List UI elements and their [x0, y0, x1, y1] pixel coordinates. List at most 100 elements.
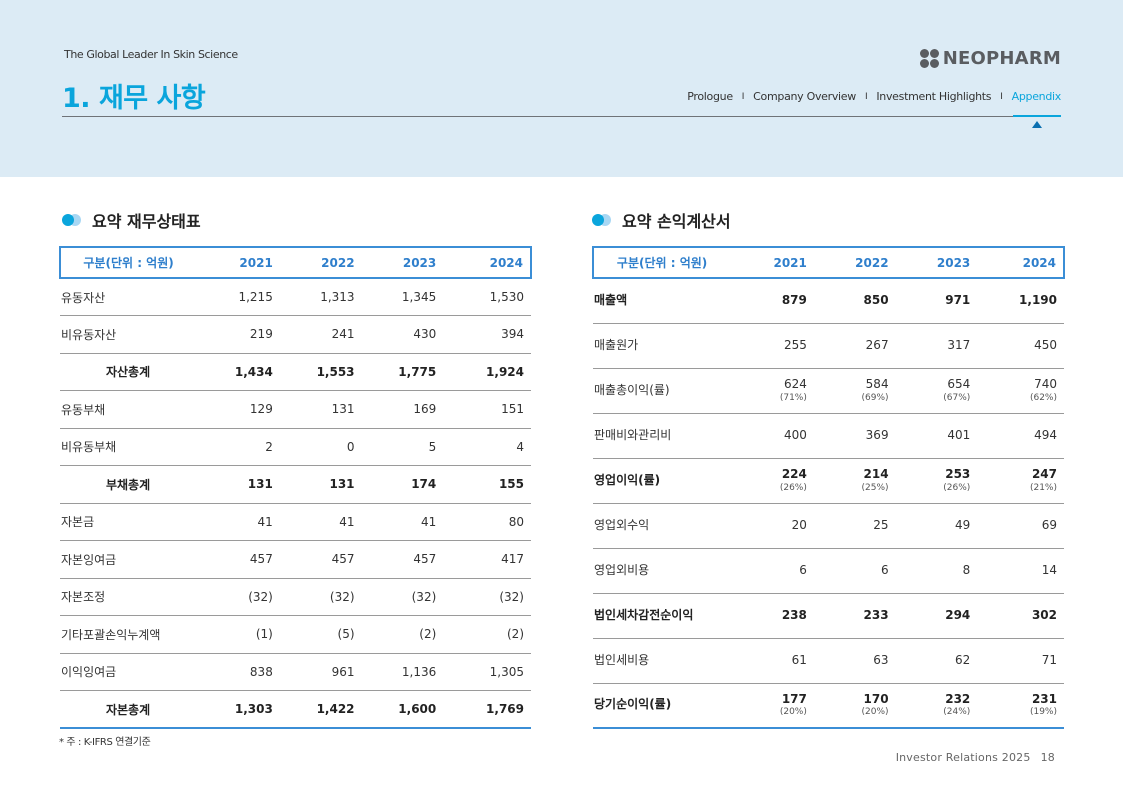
row-label: 영업외비용: [593, 548, 731, 594]
cell-amount: (32): [248, 589, 273, 604]
cell-amount: 247: [1031, 466, 1057, 481]
cell-value: 879: [730, 278, 814, 324]
row-label: 자본금: [60, 503, 197, 541]
cell-value: 80: [443, 503, 531, 541]
cell-value: 971: [895, 278, 978, 324]
cell-amount: (1): [255, 627, 273, 642]
footnote: * 주 : K-IFRS 연결기준: [59, 737, 151, 748]
cell-value: 151: [443, 390, 531, 429]
cell-margin-pct: (26%): [779, 482, 807, 493]
cell-value: 457: [361, 540, 444, 579]
cell-value: (5): [279, 615, 362, 654]
cell-value: 231 (19%): [977, 683, 1064, 729]
table-row: 자본총계 1,303 1,422 1,600 1,769: [60, 690, 531, 729]
cell-value: 1,313: [279, 278, 362, 316]
cell-amount: (32): [329, 589, 355, 604]
table-row: 부채총계 131 131 174 155: [60, 465, 531, 504]
cell-amount: 450: [1034, 337, 1057, 352]
table-row: 매출총이익(률) 624 (71%) 584 (69%) 654 (67%) 740 (62%): [593, 368, 1064, 414]
section-bullet-icon: [592, 214, 611, 226]
cell-amount: 231: [1031, 691, 1057, 706]
cell-amount: 5: [428, 439, 437, 454]
cell-value: (32): [196, 578, 280, 616]
cell-amount: 155: [498, 477, 524, 492]
cell-amount: 1,345: [401, 290, 437, 304]
nav-investment-highlights[interactable]: Investment Highlights: [876, 90, 992, 103]
nav-appendix[interactable]: Appendix: [1011, 90, 1062, 103]
cell-value: 131: [196, 465, 280, 504]
cell-value: 224 (26%): [730, 458, 814, 504]
table-row: 이익잉여금 838 961 1,136 1,305: [60, 653, 531, 691]
cell-amount: 1,553: [316, 364, 355, 379]
cell-value: 654 (67%): [895, 368, 978, 414]
cell-value: 247 (21%): [977, 458, 1064, 504]
cell-value: 740 (62%): [977, 368, 1064, 414]
cell-amount: 61: [791, 652, 807, 667]
cell-value: 1,769: [443, 690, 531, 729]
cell-amount: (2): [419, 627, 437, 642]
cell-value: 232 (24%): [895, 683, 978, 729]
cell-value: 302: [977, 593, 1064, 639]
cell-amount: 151: [501, 402, 524, 417]
cell-amount: 4: [516, 439, 524, 454]
row-label: 자본총계: [60, 690, 197, 729]
cell-value: 369: [813, 413, 896, 459]
table-row: 영업이익(률) 224 (26%) 214 (25%) 253 (26%) 247 (21%): [593, 458, 1064, 504]
cell-value: 1,305: [443, 653, 531, 691]
cell-value: 62: [895, 638, 978, 684]
cell-amount: (32): [411, 589, 437, 604]
cell-margin-pct: (62%): [1029, 392, 1057, 403]
cell-value: 238: [730, 593, 814, 639]
column-header: 구분(단위 : 억원): [58, 246, 197, 279]
cell-value: 2: [196, 428, 280, 466]
cell-margin-pct: (19%): [1029, 707, 1057, 718]
table-row: 기타포괄손익누계액 (1) (5) (2) (2): [60, 615, 531, 654]
cell-value: 20: [730, 503, 814, 549]
cell-value: 253 (26%): [895, 458, 978, 504]
cell-value: 131: [279, 465, 362, 504]
row-label: 유동부채: [60, 390, 197, 429]
nav-prologue[interactable]: Prologue: [687, 90, 733, 103]
row-label: 매출원가: [593, 323, 731, 369]
nav-company-overview[interactable]: Company Overview: [753, 90, 856, 103]
cell-amount: 369: [865, 427, 889, 442]
cell-value: 4: [443, 428, 531, 466]
cell-amount: 41: [257, 514, 273, 529]
neopharm-logo: NEOPHARM: [919, 48, 1061, 69]
cell-amount: 971: [945, 292, 971, 307]
cell-value: 170 (20%): [813, 683, 896, 729]
cell-amount: 457: [331, 552, 355, 567]
cell-amount: 1,775: [398, 364, 437, 379]
cell-value: 129: [196, 390, 280, 429]
row-label: 판매비와관리비: [593, 413, 731, 459]
balance-sheet-heading: 요약 재무상태표: [62, 208, 201, 232]
cell-amount: 131: [331, 402, 355, 417]
row-label: 영업외수익: [593, 503, 731, 549]
cell-value: 169: [361, 390, 444, 429]
row-label: 자본잉여금: [60, 540, 197, 579]
cell-value: 174: [361, 465, 444, 504]
cell-amount: 302: [1031, 607, 1057, 622]
cell-amount: 169: [413, 402, 437, 417]
cell-amount: 170: [863, 691, 889, 706]
cell-value: 41: [361, 503, 444, 541]
column-header: 2023: [895, 246, 978, 279]
cell-value: 177 (20%): [730, 683, 814, 729]
cell-amount: 41: [420, 514, 437, 529]
cell-amount: 1,215: [238, 290, 273, 304]
cell-amount: 740: [1034, 376, 1057, 391]
cell-amount: 233: [863, 607, 889, 622]
cell-margin-pct: (20%): [861, 707, 889, 718]
footer-label: Investor Relations 2025: [895, 751, 1031, 764]
cell-amount: 69: [1041, 517, 1057, 532]
cell-value: 155: [443, 465, 531, 504]
cell-amount: 400: [783, 427, 807, 442]
cell-value: 71: [977, 638, 1064, 684]
column-header: 2024: [443, 246, 532, 279]
cell-amount: 457: [413, 552, 437, 567]
cell-value: 457: [279, 540, 362, 579]
tagline: The Global Leader In Skin Science: [64, 48, 238, 61]
cell-value: 850: [813, 278, 896, 324]
cell-amount: 317: [947, 337, 971, 352]
cell-value: 5: [361, 428, 444, 466]
